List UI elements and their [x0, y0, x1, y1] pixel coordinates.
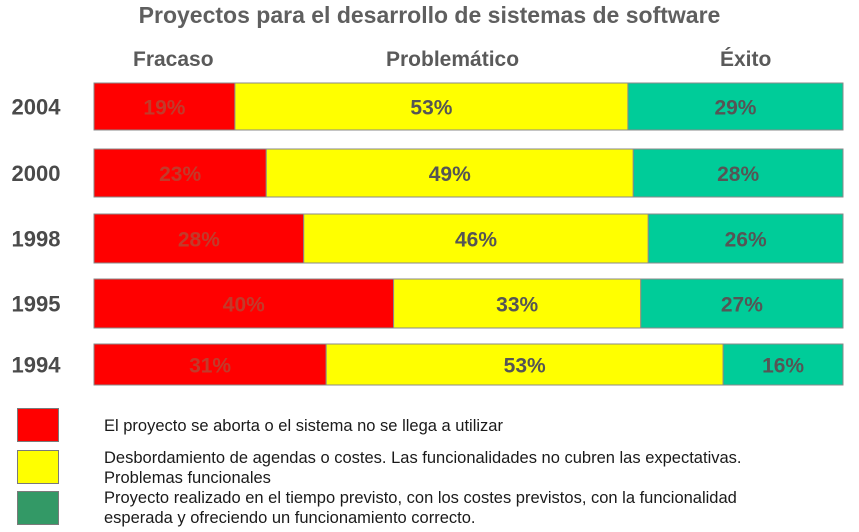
bar-1994-series-1 — [325, 343, 724, 386]
legend-swatch-fracaso — [17, 408, 59, 442]
data-label-1995-series-1: 33% — [496, 294, 538, 317]
data-label-2000-series-2: 28% — [717, 163, 759, 186]
column-header-exito: Éxito — [720, 48, 772, 71]
data-label-1995-series-2: 27% — [721, 294, 763, 317]
bar-1998-series-2 — [647, 213, 844, 264]
data-label-2004-series-0: 19% — [143, 97, 185, 120]
bar-1994-series-2 — [722, 343, 844, 386]
data-label-1994-series-0: 31% — [189, 355, 231, 378]
column-header-fracaso: Fracaso — [133, 48, 214, 71]
category-label-2000: 2000 — [12, 161, 61, 186]
legend-text-fracaso: El proyecto se aborta o el sistema no se… — [104, 417, 503, 435]
bar-1995-series-1 — [393, 278, 642, 329]
data-label-2000-series-1: 49% — [429, 163, 471, 186]
bar-1995-series-2 — [640, 278, 844, 329]
data-label-1994-series-2: 16% — [762, 355, 804, 378]
legend-text-exito: Proyecto realizado en el tiempo previsto… — [104, 489, 737, 527]
data-label-1998-series-1: 46% — [455, 229, 497, 252]
bar-1994-series-0 — [93, 343, 327, 386]
bar-2004-series-1 — [234, 82, 629, 131]
bar-2004-series-0 — [93, 82, 236, 131]
column-header-problematico: Problemático — [386, 48, 520, 71]
legend-swatch-problematico — [17, 450, 59, 484]
legend-swatch-exito — [17, 491, 59, 525]
bar-1998-series-1 — [303, 213, 649, 264]
data-label-1995-series-0: 40% — [223, 294, 265, 317]
category-label-1995: 1995 — [12, 292, 61, 317]
legend-text-problematico: Desbordamiento de agendas o costes. Las … — [104, 449, 742, 487]
data-label-2004-series-1: 53% — [410, 97, 452, 120]
data-label-2004-series-2: 29% — [714, 97, 756, 120]
chart-title: Proyectos para el desarrollo de sistemas… — [138, 2, 721, 28]
data-label-1994-series-1: 53% — [504, 355, 546, 378]
category-label-1994: 1994 — [12, 353, 62, 378]
bar-2004-series-2 — [627, 82, 844, 131]
category-label-2004: 2004 — [12, 95, 62, 120]
data-label-1998-series-0: 28% — [178, 229, 220, 252]
category-label-1998: 1998 — [12, 227, 61, 252]
data-label-1998-series-2: 26% — [725, 229, 767, 252]
bar-1998-series-0 — [93, 213, 305, 264]
data-label-2000-series-0: 23% — [159, 163, 201, 186]
bar-2000-series-2 — [632, 148, 844, 198]
stacked-bar-chart: 2004 19% 53% 29% 2000 23% 49% 28% 1998 28% 46% 26% 1… — [12, 82, 844, 386]
